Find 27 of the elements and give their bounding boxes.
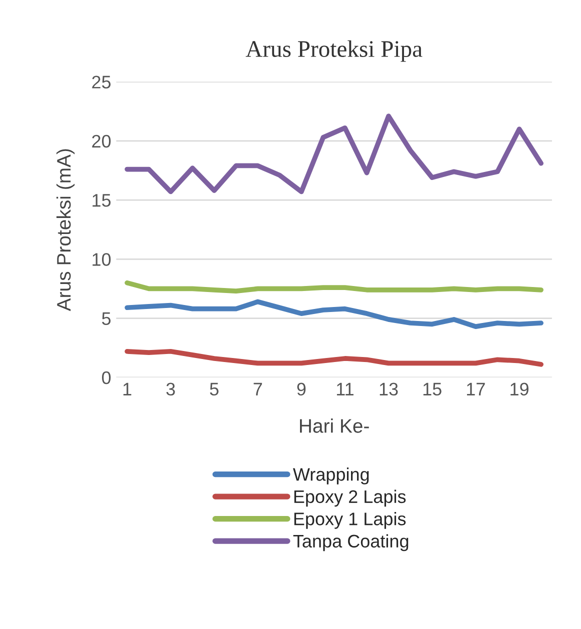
x-tick-label: 11 [336,382,354,396]
legend-label: Tanpa Coating [293,534,408,552]
legend-label: Wrapping [292,468,369,484]
x-tick-label: 17 [467,382,485,396]
legend-label: Epoxy 1 Lapis [294,512,406,529]
line-series [124,299,544,329]
y-axis-title: Arus Proteksi (mA) [56,149,75,312]
x-axis-title: Hari Ke- [300,418,369,433]
x-tick-label: 7 [254,382,262,396]
x-tick-label: 1 [123,382,132,396]
x-tick-label: 19 [510,382,528,396]
y-tick-label: 20 [92,134,111,148]
x-tick-label: 15 [423,382,442,396]
y-tick-label: 15 [92,194,111,207]
line-series [124,114,544,194]
line-series [124,280,544,294]
y-tick-label: 10 [92,253,111,266]
x-tick-label: 3 [166,382,175,396]
x-tick-label: 5 [210,382,219,396]
chart-title: Arus Proteksi Pipa [246,40,422,62]
y-tick-label: 25 [92,76,111,88]
y-tick-label: 5 [102,312,111,325]
legend-label: Epoxy 2 Lapis [294,490,406,507]
x-tick-label: 13 [380,382,398,396]
x-tick-label: 9 [297,382,306,396]
line-series [124,348,544,367]
y-tick-label: 0 [102,371,111,384]
